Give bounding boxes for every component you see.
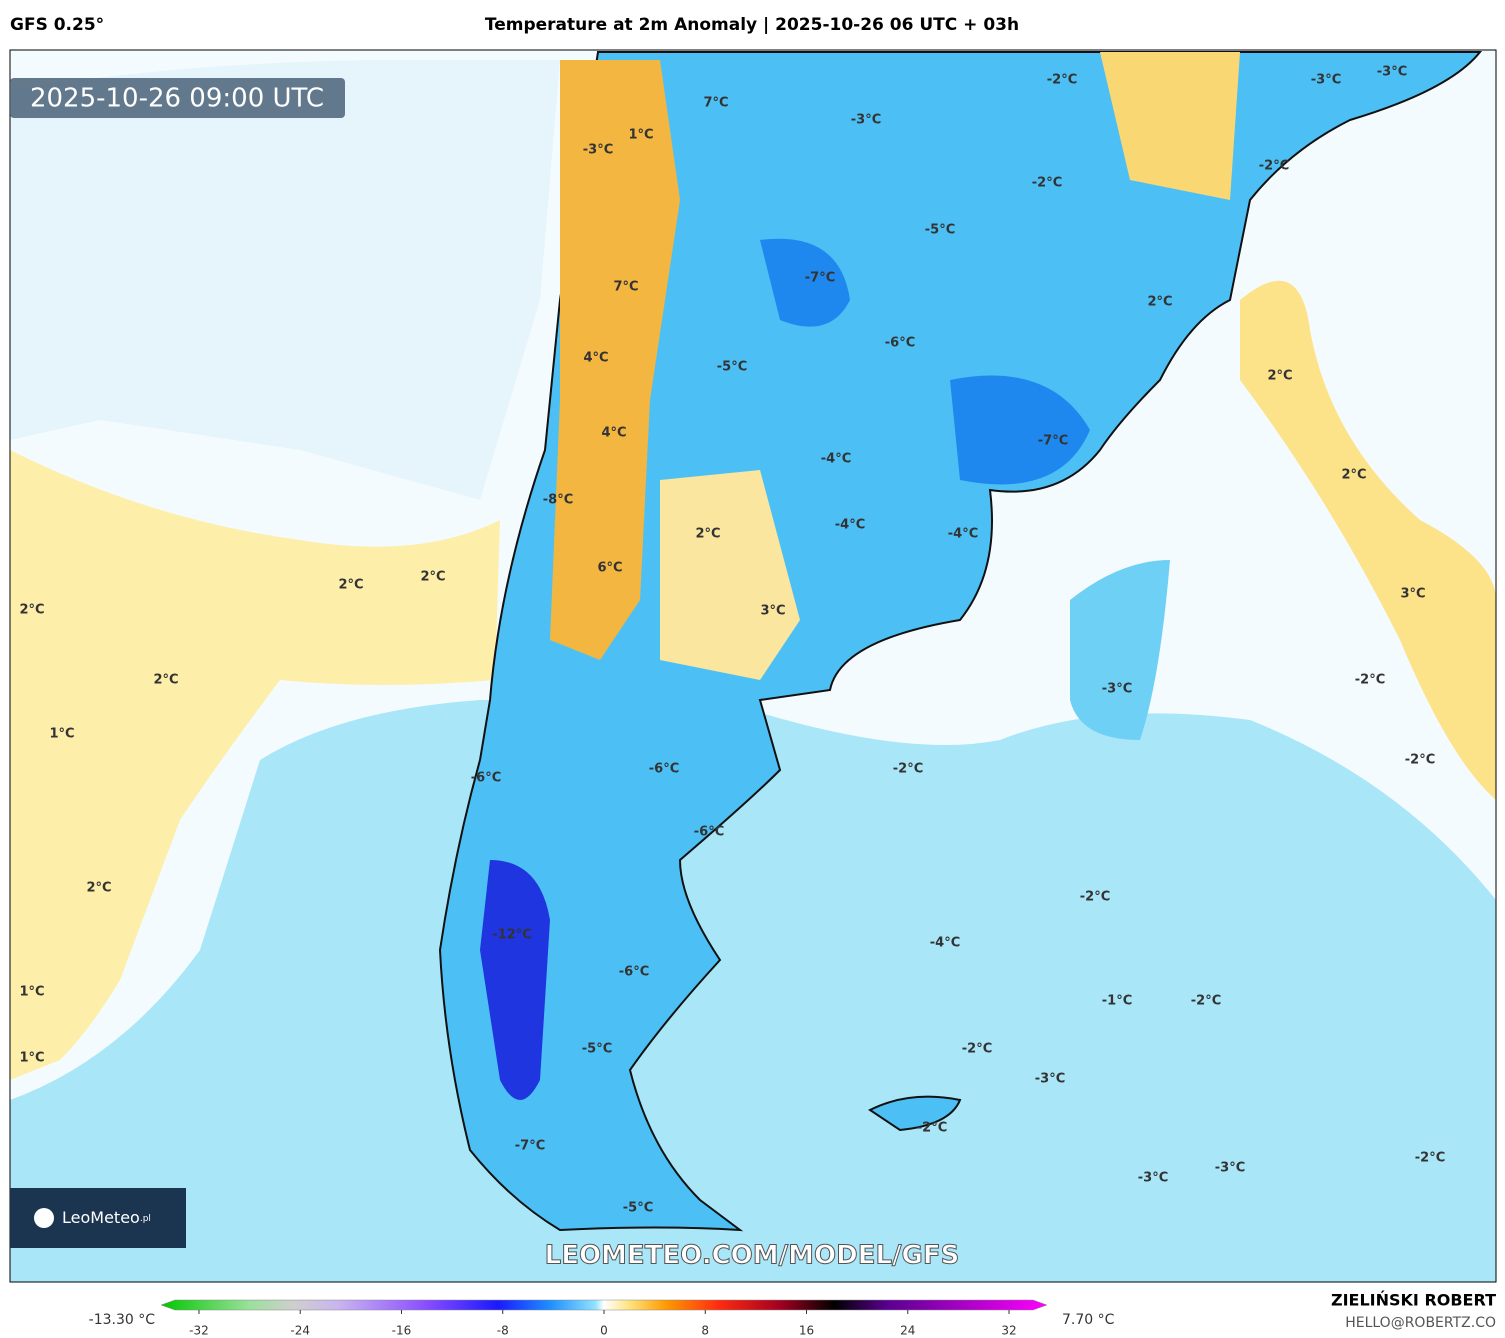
contour-label: 2°C [420, 570, 445, 585]
colorbar-tick-label: 24 [900, 1324, 915, 1338]
contour-label: 3°C [760, 604, 785, 619]
contour-label: -6°C [885, 336, 915, 351]
time-badge [10, 78, 345, 118]
contour-label: -3°C [1138, 1171, 1168, 1186]
contour-label: 1°C [49, 727, 74, 742]
colorbar-tick-label: -32 [189, 1324, 209, 1338]
contour-label: -2°C [1415, 1151, 1445, 1166]
model-name: GFS 0.25° [10, 15, 104, 35]
cool-spot [1070, 560, 1170, 740]
contour-label: 1°C [19, 985, 44, 1000]
contour-label: -2°C [1355, 673, 1385, 688]
colorbar-tick-label: 8 [701, 1324, 709, 1338]
contour-label: -2°C [917, 1121, 947, 1136]
map-area [10, 50, 1496, 1282]
contour-label: -3°C [1377, 65, 1407, 80]
contour-label: 2°C [19, 603, 44, 618]
contour-label: -3°C [1215, 1161, 1245, 1176]
contour-label: 1°C [628, 128, 653, 143]
cold-core [480, 860, 550, 1100]
watermark: LEOMETEO.COM/MODEL/GFS [545, 1241, 960, 1271]
contour-label: -5°C [925, 223, 955, 238]
contour-label: -6°C [694, 825, 724, 840]
cool-ocean [10, 700, 1496, 1282]
logo-name: LeoMeteo [62, 1208, 140, 1227]
colorbar: -32 -24 -16 -8 0 8 16 24 32 [160, 1299, 1048, 1338]
contour-label: -7°C [1038, 434, 1068, 449]
colorbar-tick-label: 32 [1001, 1324, 1016, 1338]
logo-suffix: .pl [140, 1214, 151, 1224]
contour-label: 2°C [1341, 468, 1366, 483]
contour-label: -2°C [1191, 994, 1221, 1009]
contour-label: -4°C [948, 527, 978, 542]
pale-area [10, 60, 560, 500]
contour-label: -7°C [515, 1139, 545, 1154]
contour-label: 2°C [86, 881, 111, 896]
contour-label: -3°C [851, 113, 881, 128]
contour-label: -2°C [1080, 890, 1110, 905]
contour-label: -2°C [893, 762, 923, 777]
contour-label: -2°C [1047, 73, 1077, 88]
colorbar-bar [160, 1299, 1048, 1311]
contour-label: -8°C [543, 493, 573, 508]
contour-label: -6°C [471, 771, 501, 786]
colorbar-tick-label: -8 [497, 1324, 509, 1338]
contour-label: 6°C [597, 561, 622, 576]
contour-label: -2°C [1032, 176, 1062, 191]
contour-label: -3°C [1311, 73, 1341, 88]
colorbar-tick-label: 0 [600, 1324, 608, 1338]
contour-labels: 7°C 1°C -3°C -2°C -3°C -3°C -3°C -2°C -2°C -5°C -7… [19, 65, 1445, 1216]
contour-label: -5°C [623, 1201, 653, 1216]
map-title: Temperature at 2m Anomaly | 2025-10-26 0… [485, 15, 1019, 35]
contour-label: -5°C [582, 1042, 612, 1057]
colorbar-tick-label: -24 [290, 1324, 310, 1338]
islands [868, 1095, 962, 1132]
contour-label: 2°C [338, 578, 363, 593]
colorbar-min: -13.30 °C [89, 1312, 156, 1328]
contour-label: 2°C [1267, 369, 1292, 384]
contour-label: 7°C [613, 280, 638, 295]
central-warm [660, 470, 800, 680]
map-frame [9, 49, 1497, 1283]
contour-label: 1°C [19, 1051, 44, 1066]
logo-sun [34, 1208, 54, 1228]
contour-label: -12°C [492, 928, 532, 943]
contour-label: -2°C [1259, 159, 1289, 174]
contour-label: 3°C [1400, 587, 1425, 602]
author: ZIELIŃSKI ROBERT [1331, 1291, 1496, 1310]
contour-label: -4°C [835, 518, 865, 533]
cold-patches [760, 238, 1090, 485]
colorbar-max: 7.70 °C [1062, 1312, 1115, 1328]
contour-label: -1°C [1102, 994, 1132, 1009]
warm-area [10, 450, 500, 1080]
colorbar-tick-label: 16 [799, 1324, 814, 1338]
contour-label: 2°C [695, 527, 720, 542]
colorbar-tick-label: -16 [392, 1324, 412, 1338]
valid-time: 2025-10-26 09:00 UTC [30, 84, 324, 114]
warm-strip [1240, 280, 1496, 800]
contour-label: -3°C [1035, 1072, 1065, 1087]
contour-label: -2°C [962, 1042, 992, 1057]
contour-label: -6°C [649, 762, 679, 777]
contour-label: 2°C [153, 673, 178, 688]
logo-text: LeoMeteo.pl [62, 1208, 151, 1227]
contour-label: -5°C [717, 360, 747, 375]
contour-label: -7°C [805, 271, 835, 286]
contour-label: 7°C [703, 96, 728, 111]
north-warm [1100, 52, 1240, 200]
contour-label: -6°C [619, 965, 649, 980]
contour-label: -4°C [821, 452, 851, 467]
contour-label: -2°C [1405, 753, 1435, 768]
contour-label: -3°C [1102, 682, 1132, 697]
email: HELLO@ROBERTZ.CO [1345, 1315, 1496, 1331]
land [438, 51, 1483, 1232]
contour-label: 4°C [601, 426, 626, 441]
contour-label: -3°C [583, 143, 613, 158]
contour-label: 4°C [583, 351, 608, 366]
contour-label: 2°C [1147, 295, 1172, 310]
contour-label: -4°C [930, 936, 960, 951]
andes-warm [550, 60, 680, 660]
